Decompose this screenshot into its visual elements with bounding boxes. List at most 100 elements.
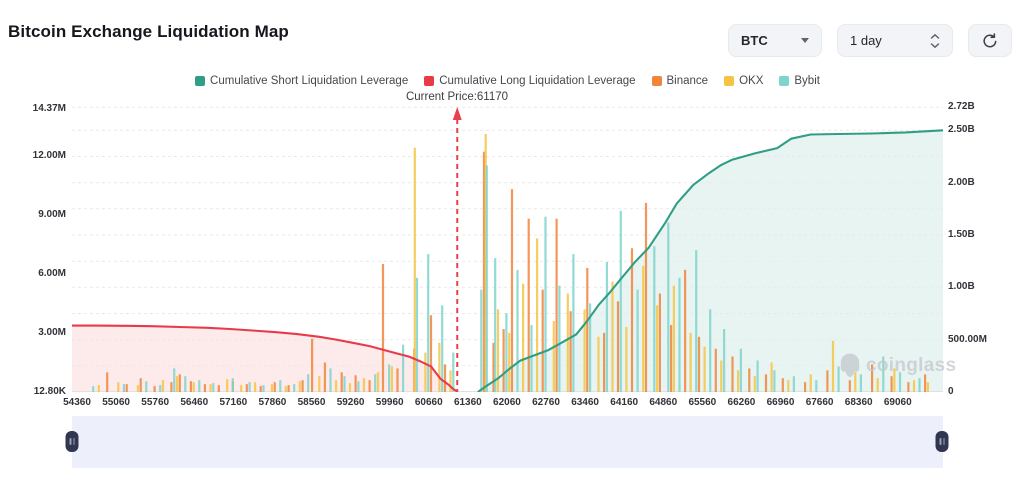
liquidation-bar xyxy=(192,382,195,392)
axis-tick-label: 1.50B xyxy=(948,228,975,240)
liquidation-bar xyxy=(854,372,857,392)
chevron-down-icon xyxy=(801,38,809,43)
liquidation-bar xyxy=(882,356,885,392)
axis-tick-label: 61360 xyxy=(453,397,482,408)
liquidation-bar xyxy=(492,342,495,392)
liquidation-bar xyxy=(616,301,620,392)
axis-tick-label: 64860 xyxy=(649,397,678,408)
slider-handle-left[interactable] xyxy=(65,431,79,452)
symbol-select[interactable]: BTC xyxy=(728,24,822,57)
liquidation-bar xyxy=(720,360,723,392)
liquidation-bar xyxy=(642,265,645,392)
legend-swatch-icon xyxy=(724,76,735,86)
liquidation-bar xyxy=(311,338,314,392)
liquidation-bar xyxy=(709,309,712,392)
liquidation-bar xyxy=(170,382,173,392)
axis-tick-label: 12.80K xyxy=(33,385,66,397)
liquidation-bar xyxy=(273,382,276,392)
liquidation-bar xyxy=(348,383,352,392)
liquidation-bar xyxy=(340,372,343,392)
liquidation-bar xyxy=(815,380,818,392)
liquidation-bar xyxy=(139,378,142,392)
axis-tick-label: 3.00M xyxy=(38,326,66,338)
liquidation-bar xyxy=(630,248,634,392)
axis-tick-label: 12.00M xyxy=(32,149,66,161)
liquidation-bar xyxy=(217,385,220,392)
liquidation-bar xyxy=(178,374,181,392)
liquidation-bar xyxy=(402,344,405,392)
liquidation-bar xyxy=(245,384,248,392)
axis-tick-label: 55760 xyxy=(141,397,170,408)
liquidation-bar xyxy=(381,264,385,392)
liquidation-bar xyxy=(449,370,452,392)
liquidation-bar xyxy=(756,360,759,392)
liquidation-bar xyxy=(226,379,229,392)
axis-tick-label: 64160 xyxy=(610,397,639,408)
axis-tick-label: 59960 xyxy=(375,397,404,408)
refresh-button[interactable] xyxy=(968,24,1012,57)
liquidation-bar xyxy=(544,216,547,392)
current-price-label: Current Price:61170 xyxy=(405,91,509,103)
liquidation-bar xyxy=(703,346,706,392)
liquidation-bar xyxy=(390,366,393,392)
liquidation-bar xyxy=(893,368,896,392)
area-fill xyxy=(72,325,458,392)
legend-item-cumulative-long-liquidation-leverage[interactable]: Cumulative Long Liquidation Leverage xyxy=(424,75,636,87)
liquidation-bar xyxy=(505,313,508,392)
liquidation-bar xyxy=(667,222,670,392)
legend-item-cumulative-short-liquidation-leverage[interactable]: Cumulative Short Liquidation Leverage xyxy=(195,75,408,87)
axis-tick-label: 66260 xyxy=(727,397,756,408)
liquidation-bar xyxy=(859,374,862,392)
axis-tick-label: 56460 xyxy=(180,397,209,408)
liquidation-bar xyxy=(376,372,380,392)
liquidation-bar xyxy=(737,370,740,392)
liquidation-bar xyxy=(424,352,427,392)
liquidation-bar xyxy=(318,376,321,392)
axis-tick-label: 65560 xyxy=(688,397,717,408)
liquidation-bar xyxy=(739,348,742,392)
liquidation-bar xyxy=(918,378,921,392)
liquidation-bar xyxy=(92,386,95,392)
liquidation-bar xyxy=(611,281,614,392)
range-slider[interactable] xyxy=(65,416,949,468)
liquidation-bar xyxy=(485,165,488,392)
axis-tick-label: 58560 xyxy=(297,397,326,408)
legend-item-bybit[interactable]: Bybit xyxy=(779,75,820,87)
liquidation-bar xyxy=(212,383,215,392)
legend-swatch-icon xyxy=(195,76,206,86)
liquidation-chart-plot[interactable] xyxy=(72,105,943,392)
liquidation-bar xyxy=(262,385,265,392)
liquidation-bar xyxy=(480,289,483,392)
liquidation-bar xyxy=(298,381,301,392)
liquidation-bar xyxy=(173,368,176,392)
liquidation-bar xyxy=(287,385,290,392)
interval-stepper[interactable]: 1 day xyxy=(837,24,953,57)
liquidation-bar xyxy=(597,336,600,392)
liquidation-bar xyxy=(374,374,377,392)
legend-label: Cumulative Short Liquidation Leverage xyxy=(210,75,409,87)
axis-tick-label: 9.00M xyxy=(38,208,66,220)
liquidation-bar xyxy=(871,364,874,392)
liquidation-bar xyxy=(231,378,234,392)
liquidation-bar xyxy=(837,366,840,392)
legend-item-binance[interactable]: Binance xyxy=(651,75,708,87)
liquidation-bar xyxy=(831,340,835,392)
axis-tick-label: 2.72B xyxy=(948,101,975,113)
liquidation-bar xyxy=(106,372,109,392)
current-price-arrow-icon xyxy=(452,107,462,120)
legend-swatch-icon xyxy=(651,76,662,86)
liquidation-bar xyxy=(898,372,902,392)
legend-item-okx[interactable]: OKX xyxy=(724,75,763,87)
liquidation-bar xyxy=(184,376,187,392)
liquidation-bar xyxy=(427,254,430,392)
liquidation-bar xyxy=(792,376,795,392)
axis-tick-label: 2.50B xyxy=(948,124,975,136)
slider-handle-right[interactable] xyxy=(935,431,949,452)
axis-tick-label: 1.00B xyxy=(948,281,975,293)
axis-tick-label: 68360 xyxy=(844,397,873,408)
liquidation-bar xyxy=(510,189,514,392)
axis-tick-label: 67660 xyxy=(805,397,834,408)
liquidation-bar xyxy=(731,356,734,392)
axis-tick-label: 60660 xyxy=(414,397,443,408)
liquidation-bar xyxy=(672,285,675,392)
